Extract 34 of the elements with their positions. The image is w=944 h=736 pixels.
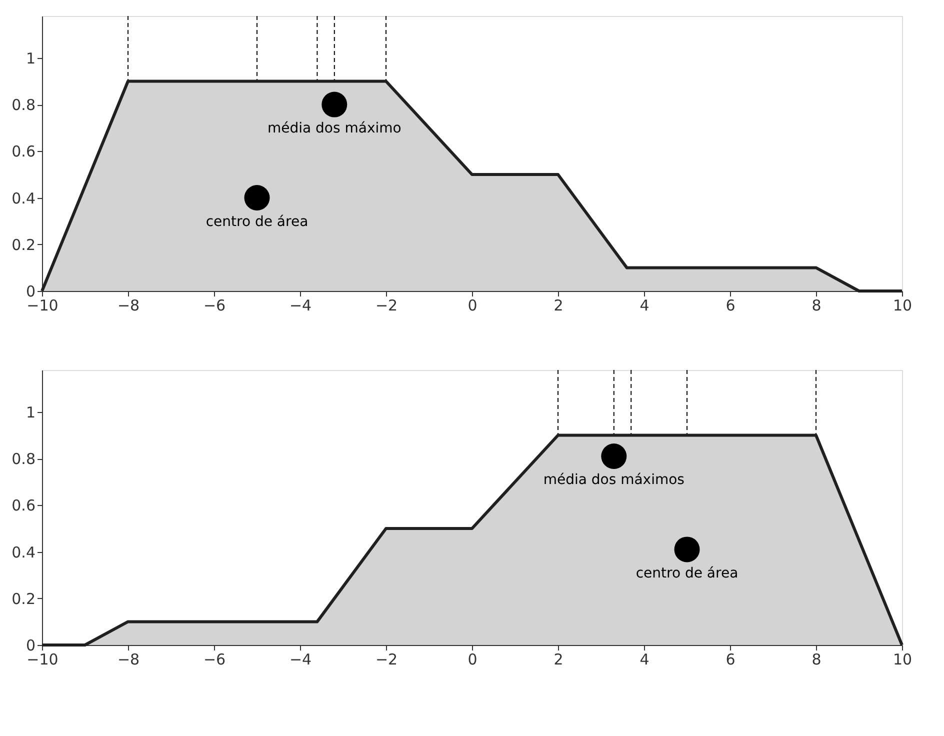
x-tick-label: 10 [892, 296, 912, 314]
x-tick-label: 10 [892, 650, 912, 668]
x-tick-label: −4 [289, 296, 312, 314]
x-tick-label: 0 [468, 650, 478, 668]
annotation: centro de área [206, 214, 308, 230]
y-tick-label: 0.4 [12, 543, 36, 562]
x-tick-label: 2 [554, 650, 564, 668]
annotation: média dos máximos [543, 472, 684, 488]
x-tick-label: 2 [554, 296, 564, 314]
x-tick-label: −6 [203, 650, 226, 668]
y-tick-label: 0.6 [12, 142, 36, 161]
y-tick-label: 0.2 [12, 590, 36, 608]
x-tick-label: −2 [375, 296, 398, 314]
x-tick-label: −2 [375, 650, 398, 668]
y-tick-label: 1 [26, 49, 36, 68]
x-tick-label: −6 [203, 296, 226, 314]
annotation: média dos máximo [267, 120, 402, 137]
y-tick-label: 1 [26, 403, 36, 422]
annotation: centro de área [636, 565, 738, 582]
y-tick-label: 0.4 [12, 189, 36, 208]
y-tick-label: 0.8 [12, 96, 36, 114]
y-tick-label: 0.8 [12, 450, 36, 468]
y-tick-label: 0.2 [12, 236, 36, 254]
y-tick-label: 0.6 [12, 496, 36, 515]
x-tick-label: −8 [117, 296, 140, 314]
x-tick-label: 6 [726, 296, 736, 314]
x-tick-label: 4 [640, 650, 650, 668]
x-tick-label: 8 [812, 650, 822, 668]
x-tick-label: −4 [289, 650, 312, 668]
x-tick-label: 4 [640, 296, 650, 314]
x-tick-label: 6 [726, 650, 736, 668]
x-tick-label: 0 [468, 296, 478, 314]
x-tick-label: 8 [812, 296, 822, 314]
x-tick-label: −8 [117, 650, 140, 668]
